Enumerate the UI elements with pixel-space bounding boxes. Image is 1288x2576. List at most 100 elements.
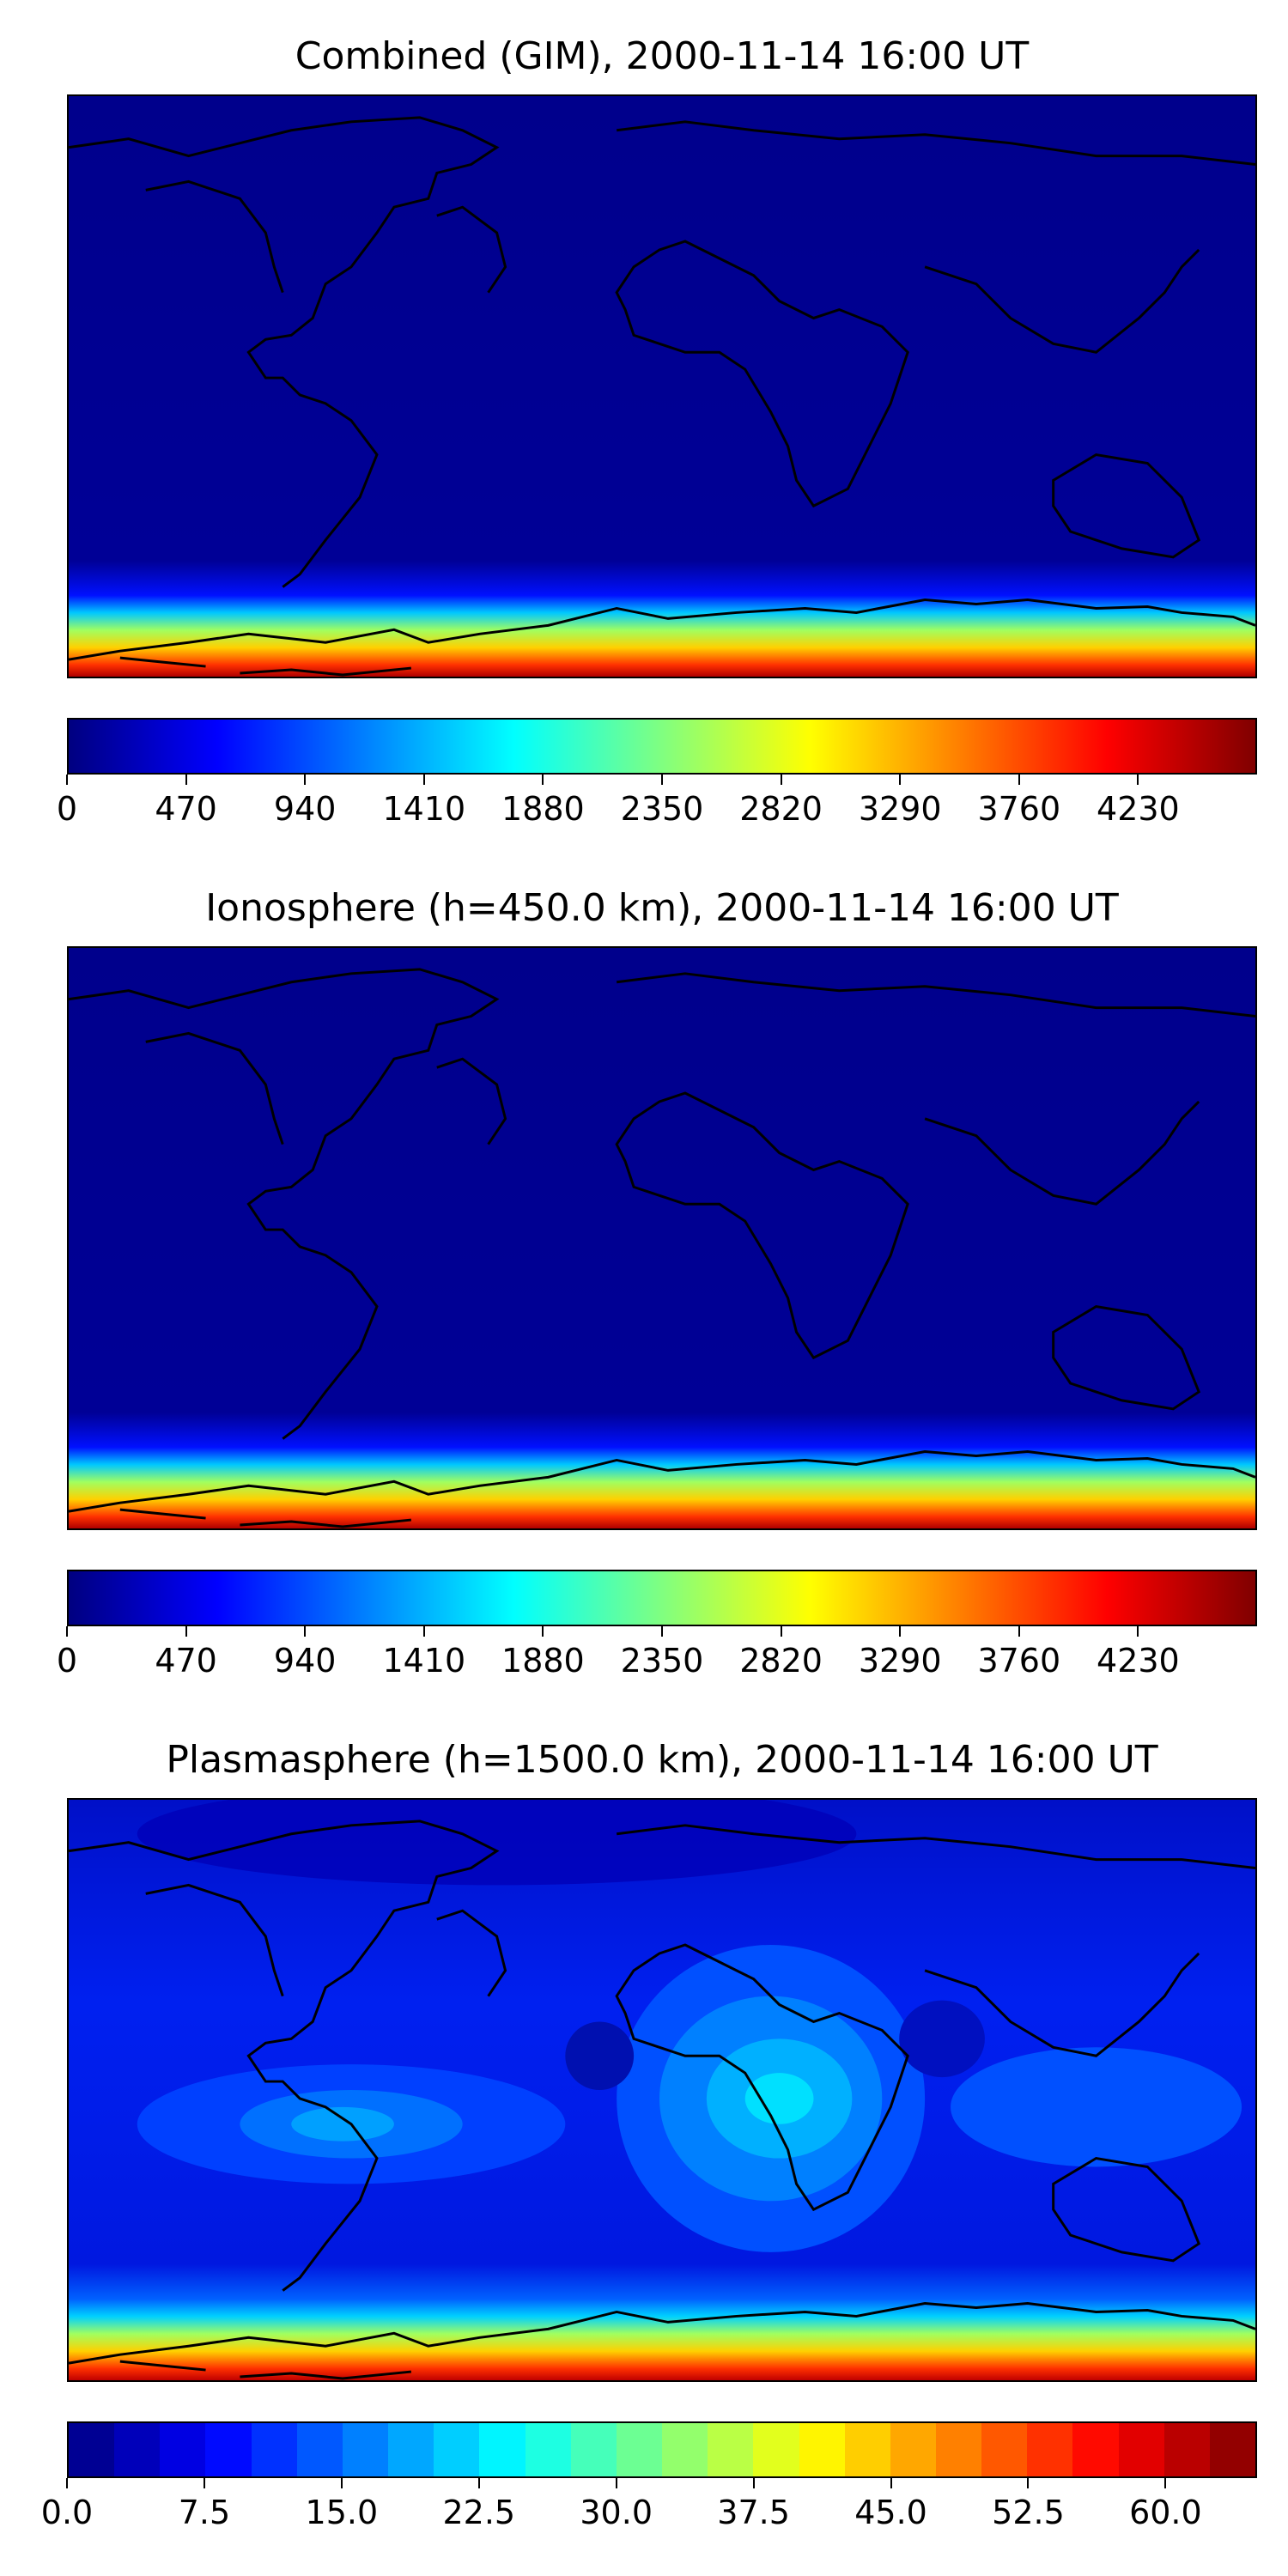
colorbar-tick-label: 470 xyxy=(155,790,217,828)
colorbar-level xyxy=(160,2423,206,2476)
combined-gim-map xyxy=(67,94,1257,678)
colorbar-tick-mark xyxy=(780,1626,782,1637)
colorbar-tick-label: 1410 xyxy=(382,1642,466,1680)
colorbar-level xyxy=(570,2423,617,2476)
coastlines xyxy=(69,1820,1255,2380)
colorbar-tick-label: 30.0 xyxy=(580,2494,653,2531)
colorbar-tick-label: 4230 xyxy=(1097,1642,1180,1680)
contour-africa-peak xyxy=(744,2073,814,2124)
colorbar-level xyxy=(1163,2423,1210,2476)
colorbar-tick-mark xyxy=(422,1626,425,1637)
colorbar-tick-mark xyxy=(1137,1626,1139,1637)
panel-1-colorbar xyxy=(67,718,1257,775)
colorbar-tick-label: 470 xyxy=(155,1642,217,1680)
colorbar-tick-mark xyxy=(1018,1626,1020,1637)
colorbar-tick-mark xyxy=(899,1626,902,1637)
colorbar-level xyxy=(388,2423,434,2476)
panel-2-colorbar-ticks: 0 470 940 1410 1880 2350 2820 3290 3760 4230 xyxy=(57,1626,1257,1680)
colorbar-level xyxy=(1027,2423,1073,2476)
colorbar-tick-label: 3290 xyxy=(858,790,942,828)
colorbar-tick-label: 4230 xyxy=(1097,790,1180,828)
colorbar-level xyxy=(616,2423,663,2476)
colorbar-tick-label: 2350 xyxy=(620,790,704,828)
colorbar-tick-mark xyxy=(1137,775,1139,785)
ionosphere-map xyxy=(67,946,1257,1530)
colorbar-tick-label: 60.0 xyxy=(1129,2494,1202,2531)
colorbar-tick-mark xyxy=(422,775,425,785)
colorbar-tick-mark xyxy=(752,2478,755,2488)
contour-indian-low xyxy=(899,2000,985,2078)
colorbar-tick-label: 1410 xyxy=(382,790,466,828)
colorbar-tick-label: 0.0 xyxy=(40,2494,94,2531)
colorbar-tick-mark xyxy=(185,1626,187,1637)
colorbar-tick-mark xyxy=(66,775,68,785)
colorbar-tick-mark xyxy=(661,1626,663,1637)
colorbar-level xyxy=(434,2423,480,2476)
colorbar-tick-mark xyxy=(661,775,663,785)
tec-hotspot xyxy=(843,1494,1255,1528)
colorbar-tick-label: 3290 xyxy=(858,1642,942,1680)
colorbar-tick-label: 2820 xyxy=(739,1642,823,1680)
colorbar-level xyxy=(114,2423,161,2476)
contour-arctic-low xyxy=(137,1800,857,1886)
colorbar-level xyxy=(205,2423,252,2476)
coastlines xyxy=(69,968,1255,1528)
colorbar-level xyxy=(753,2423,799,2476)
tec-field xyxy=(69,96,1255,677)
colorbar-tick-label: 3760 xyxy=(977,790,1061,828)
coastlines xyxy=(69,116,1255,677)
panel-2-title: Ionosphere (h=450.0 km), 2000-11-14 16:0… xyxy=(205,886,1119,930)
colorbar-level xyxy=(1118,2423,1164,2476)
colorbar-tick-mark xyxy=(1164,2478,1167,2488)
colorbar-tick-mark xyxy=(890,2478,892,2488)
colorbar-level xyxy=(251,2423,297,2476)
panel-3-colorbar-ticks: 0.0 7.5 15.0 22.5 30.0 37.5 45.0 52.5 60.0 xyxy=(41,2478,1257,2531)
colorbar-tick-mark xyxy=(1018,775,1020,785)
colorbar-tick-label: 15.0 xyxy=(305,2494,379,2531)
colorbar-level xyxy=(296,2423,343,2476)
colorbar-tick-label: 1880 xyxy=(501,790,585,828)
contour-asia-band xyxy=(951,2047,1242,2167)
panel-3-colorbar xyxy=(67,2421,1257,2478)
colorbar-level xyxy=(844,2423,890,2476)
colorbar-level xyxy=(662,2423,708,2476)
colorbar-level xyxy=(69,2423,115,2476)
colorbar-level xyxy=(1072,2423,1119,2476)
colorbar-tick-label: 0 xyxy=(56,790,78,828)
plasmasphere-map xyxy=(67,1798,1257,2382)
colorbar-level xyxy=(890,2423,936,2476)
colorbar-level xyxy=(981,2423,1028,2476)
colorbar-tick-label: 22.5 xyxy=(442,2494,516,2531)
colorbar-tick-label: 7.5 xyxy=(178,2494,231,2531)
colorbar-tick-label: 52.5 xyxy=(992,2494,1065,2531)
tec-field xyxy=(69,948,1255,1528)
colorbar-tick-mark xyxy=(304,1626,307,1637)
colorbar-tick-mark xyxy=(542,1626,544,1637)
colorbar-tick-label: 0 xyxy=(56,1642,78,1680)
colorbar-level xyxy=(1209,2423,1256,2476)
colorbar-level xyxy=(799,2423,845,2476)
colorbar-tick-mark xyxy=(780,775,782,785)
colorbar-level xyxy=(479,2423,526,2476)
colorbar-tick-label: 2350 xyxy=(620,1642,704,1680)
panel-1-title: Combined (GIM), 2000-11-14 16:00 UT xyxy=(295,34,1030,78)
contour-pacific-peak xyxy=(291,2106,394,2142)
colorbar-level xyxy=(525,2423,571,2476)
colorbar-tick-mark xyxy=(542,775,544,785)
colorbar-tick-mark xyxy=(340,2478,343,2488)
colorbar-tick-label: 2820 xyxy=(739,790,823,828)
colorbar-tick-label: 1880 xyxy=(501,1642,585,1680)
colorbar-tick-mark xyxy=(1027,2478,1030,2488)
colorbar-tick-mark xyxy=(66,2478,68,2488)
colorbar-tick-label: 37.5 xyxy=(717,2494,790,2531)
colorbar-tick-mark xyxy=(203,2478,205,2488)
colorbar-tick-label: 3760 xyxy=(977,1642,1061,1680)
contour-atlantic-low xyxy=(565,2021,635,2090)
colorbar-level xyxy=(935,2423,982,2476)
colorbar-tick-mark xyxy=(304,775,307,785)
colorbar-tick-mark xyxy=(477,2478,480,2488)
colorbar-tick-label: 45.0 xyxy=(854,2494,927,2531)
panel-3-title: Plasmasphere (h=1500.0 km), 2000-11-14 1… xyxy=(166,1738,1158,1782)
colorbar-tick-mark xyxy=(615,2478,617,2488)
colorbar-tick-label: 940 xyxy=(273,790,337,828)
